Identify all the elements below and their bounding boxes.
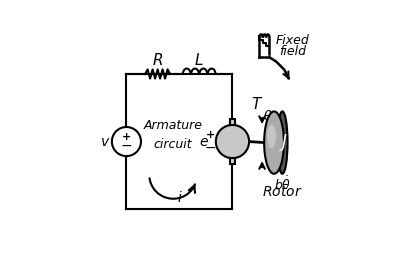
Text: +: + — [122, 132, 131, 142]
Text: $\theta$: $\theta$ — [263, 109, 273, 123]
Text: circuit: circuit — [154, 138, 192, 151]
FancyBboxPatch shape — [230, 158, 235, 164]
Text: Armature: Armature — [144, 119, 203, 133]
Text: $\it{Rotor}$: $\it{Rotor}$ — [262, 185, 303, 199]
FancyBboxPatch shape — [230, 119, 235, 125]
Circle shape — [112, 127, 141, 156]
Text: $L$: $L$ — [195, 52, 204, 69]
Text: −: − — [121, 139, 132, 153]
Text: −: − — [205, 141, 216, 155]
Circle shape — [216, 125, 249, 158]
Text: Fixed: Fixed — [276, 34, 310, 47]
Text: $J$: $J$ — [279, 132, 288, 153]
Ellipse shape — [264, 112, 284, 174]
Text: $b\dot{\theta}$: $b\dot{\theta}$ — [274, 176, 291, 193]
Text: $i$: $i$ — [176, 190, 182, 205]
Text: field: field — [279, 45, 306, 58]
Text: $T$: $T$ — [251, 96, 263, 112]
Text: $e$: $e$ — [199, 134, 209, 149]
Text: $v$: $v$ — [100, 134, 111, 149]
Ellipse shape — [267, 124, 276, 148]
Text: +: + — [206, 130, 215, 140]
Ellipse shape — [277, 112, 287, 174]
Text: $R$: $R$ — [152, 52, 163, 69]
